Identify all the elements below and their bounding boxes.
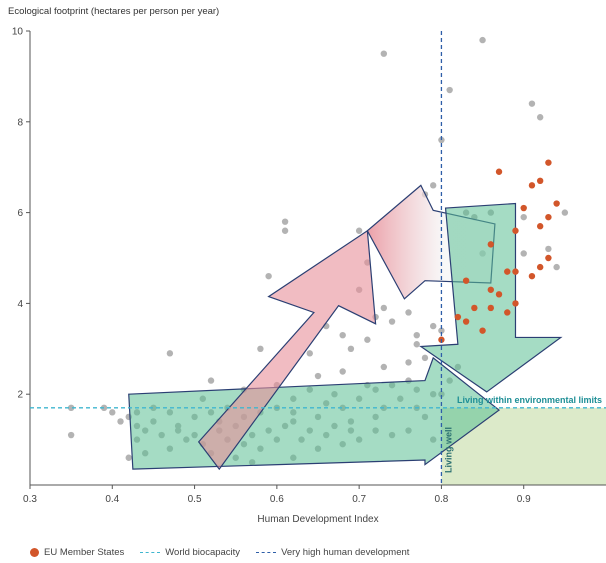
eu-point	[536, 177, 544, 185]
x-tick-label: 0.4	[105, 494, 119, 505]
x-tick-label: 0.9	[517, 494, 531, 505]
other-country-point	[380, 363, 388, 371]
eu-point	[528, 182, 536, 189]
y-tick-label: 4	[17, 299, 23, 310]
legend-label-eu: EU Member States	[44, 547, 125, 558]
legend-label-biocapacity: World biocapacity	[165, 547, 241, 558]
eu-point	[487, 304, 494, 312]
other-country-point	[528, 100, 536, 107]
other-country-point	[281, 218, 289, 225]
x-axis-title: Human Development Index	[257, 514, 378, 525]
eu-point	[487, 286, 494, 293]
eu-point	[495, 291, 503, 298]
eu-point	[462, 318, 470, 325]
other-country-point	[355, 227, 363, 234]
other-country-point	[380, 50, 388, 57]
y-tick-label: 2	[17, 390, 23, 401]
y-axis-ticks: 2 4 6 8 10	[12, 27, 30, 401]
x-tick-label: 0.6	[270, 494, 284, 505]
other-country-point	[561, 209, 569, 216]
legend: EU Member States World biocapacity Very …	[30, 547, 419, 558]
other-country-point	[536, 114, 544, 121]
other-country-point	[446, 86, 453, 94]
trend-arrows	[128, 184, 563, 471]
other-country-point	[479, 36, 486, 44]
pink-arrow-up	[197, 229, 377, 471]
eu-point	[504, 268, 511, 275]
eu-point	[504, 309, 511, 316]
eu-point	[454, 313, 462, 321]
other-country-point	[553, 263, 560, 271]
eu-point	[545, 159, 552, 166]
dashed-line-icon	[140, 552, 161, 553]
eu-point	[479, 327, 486, 334]
other-country-point	[281, 227, 289, 234]
dashed-line-icon	[256, 552, 277, 553]
other-country-point	[520, 213, 527, 221]
other-country-point	[413, 341, 420, 348]
eu-point	[495, 168, 503, 175]
other-country-point	[257, 345, 264, 352]
x-tick-label: 0.3	[23, 494, 37, 505]
other-country-point	[430, 182, 437, 189]
eu-point	[471, 304, 478, 312]
other-country-point	[421, 354, 429, 362]
legend-label-very-high: Very high human development	[281, 547, 410, 558]
other-country-point	[117, 418, 124, 425]
eu-point	[512, 268, 519, 275]
eu-point	[545, 213, 552, 221]
other-country-point	[388, 318, 396, 325]
y-axis-title: Ecological footprint (hectares per perso…	[8, 6, 219, 17]
eu-point	[462, 277, 470, 284]
other-country-point	[405, 359, 412, 366]
other-country-point	[405, 309, 412, 316]
other-country-point	[314, 372, 322, 380]
legend-item-biocapacity: World biocapacity	[140, 547, 240, 558]
other-country-point	[438, 327, 445, 334]
other-country-point	[520, 250, 527, 257]
other-country-point	[166, 350, 174, 357]
other-country-point	[265, 272, 272, 280]
eu-dot-icon	[30, 548, 39, 557]
x-tick-label: 0.5	[188, 494, 202, 505]
x-tick-label: 0.7	[352, 494, 366, 505]
other-country-point	[347, 345, 355, 352]
green-arrow-down	[419, 202, 563, 393]
x-axis-ticks: 0.3 0.4 0.5 0.6 0.7 0.8 0.9	[23, 485, 531, 505]
other-country-point	[380, 304, 388, 312]
y-tick-label: 8	[17, 117, 23, 128]
x-tick-label: 0.8	[434, 494, 448, 505]
eu-point	[512, 300, 519, 307]
other-country-point	[339, 368, 346, 375]
other-country-point	[339, 331, 346, 339]
y-tick-label: 6	[17, 208, 23, 219]
other-country-point	[364, 336, 371, 343]
y-tick-label: 10	[12, 27, 24, 38]
eu-point	[553, 200, 560, 207]
other-country-point	[413, 331, 420, 339]
eu-point	[528, 272, 536, 280]
annotation-living-well: Living well	[443, 427, 453, 473]
other-country-point	[109, 409, 116, 416]
other-country-point	[306, 350, 313, 357]
other-country-point	[545, 245, 552, 253]
other-country-point	[100, 404, 108, 412]
legend-item-very-high: Very high human development	[256, 547, 409, 558]
other-country-point	[125, 454, 132, 461]
eu-point	[545, 254, 552, 262]
other-country-point	[67, 431, 75, 439]
legend-item-eu: EU Member States	[30, 547, 124, 558]
annotation-environmental-limits: Living within environmental limits	[457, 395, 602, 405]
other-country-point	[430, 322, 437, 330]
eu-point	[520, 204, 527, 212]
eu-point	[487, 241, 494, 248]
eu-point	[536, 263, 544, 271]
other-country-point	[67, 404, 75, 412]
other-country-point	[207, 377, 215, 384]
eu-point	[536, 223, 544, 230]
eu-point	[512, 227, 519, 234]
